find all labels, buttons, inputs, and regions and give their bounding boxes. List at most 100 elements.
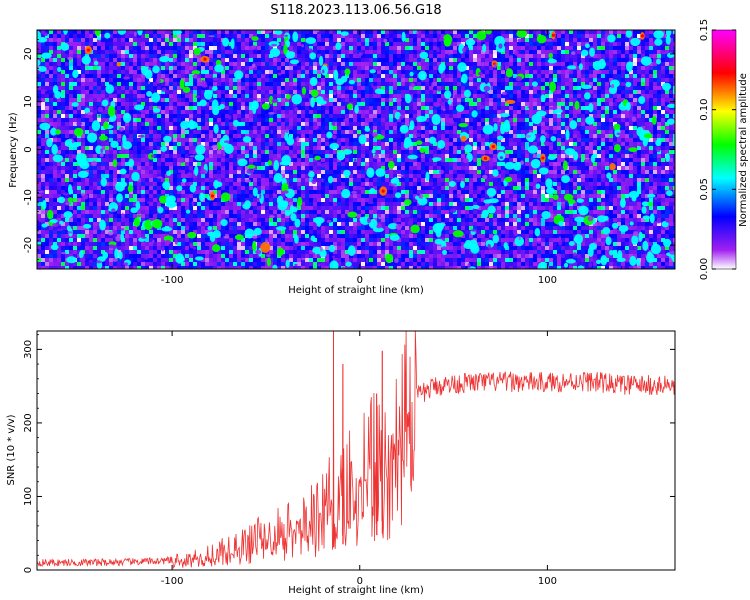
heatmap-cell <box>229 130 233 134</box>
heatmap-cell <box>521 110 525 114</box>
heatmap-cell <box>437 98 441 102</box>
heatmap-cell <box>165 78 169 82</box>
heatmap-cell <box>429 98 433 102</box>
heatmap-cell <box>569 58 573 62</box>
heatmap-cell <box>469 138 473 142</box>
heatmap-cell <box>37 42 41 46</box>
heatmap-cell <box>409 38 413 42</box>
heatmap-cell <box>565 146 569 150</box>
heatmap-cell <box>37 154 41 158</box>
heatmap-cell <box>489 62 493 66</box>
heatmap-cell <box>629 98 633 102</box>
heatmap-cell <box>229 78 233 82</box>
heatmap-cell <box>313 130 317 134</box>
heatmap-cell <box>125 110 129 114</box>
heatmap-cell <box>109 34 113 38</box>
heatmap-cell <box>389 130 393 134</box>
heatmap-cell <box>541 62 545 66</box>
heatmap-cell <box>109 62 113 66</box>
heatmap-cell <box>217 102 221 106</box>
heatmap-cell <box>57 102 61 106</box>
heatmap-cell <box>45 90 49 94</box>
heatmap-cell <box>565 142 569 146</box>
heatmap-cell <box>253 150 257 154</box>
heatmap-cell <box>237 106 241 110</box>
heatmap-cell <box>401 42 405 46</box>
heatmap-cell <box>361 102 365 106</box>
heatmap-cell <box>57 142 61 146</box>
heatmap-cell <box>477 142 481 146</box>
heatmap-cell <box>625 146 629 150</box>
heatmap-cell <box>249 110 253 114</box>
heatmap-cell <box>189 34 193 38</box>
heatmap-cell <box>601 30 605 34</box>
heatmap-cell <box>589 98 593 102</box>
heatmap-cell <box>97 66 101 70</box>
heatmap-cell <box>361 94 365 98</box>
heatmap-cell <box>249 78 253 82</box>
heatmap-cell <box>489 82 493 86</box>
heatmap-cell <box>93 34 97 38</box>
heatmap-cell <box>665 150 669 154</box>
heatmap-cell <box>233 150 237 154</box>
heatmap-cell <box>217 38 221 42</box>
heatmap-cell <box>321 110 325 114</box>
heatmap-cell <box>137 98 141 102</box>
heatmap-cell <box>481 138 485 142</box>
heatmap-cell <box>521 134 525 138</box>
heatmap-cell <box>521 70 525 74</box>
heatmap-cell <box>561 126 565 130</box>
heatmap-cell <box>533 70 537 74</box>
heatmap-cell <box>441 134 445 138</box>
heatmap-cell <box>313 106 317 110</box>
heatmap-cell <box>129 102 133 106</box>
heatmap-cell <box>129 78 133 82</box>
heatmap-cell <box>289 78 293 82</box>
heatmap-cell <box>413 30 417 34</box>
heatmap-cell <box>269 138 273 142</box>
heatmap-cell <box>473 138 477 142</box>
heatmap-cell <box>185 118 189 122</box>
heatmap-cell <box>541 82 545 86</box>
heatmap-cell <box>341 142 345 146</box>
heatmap-cell <box>553 38 557 42</box>
heatmap-cell <box>505 134 509 138</box>
heatmap-cell <box>317 110 321 114</box>
heatmap-cell <box>425 98 429 102</box>
heatmap-cell <box>77 94 81 98</box>
heatmap-cell <box>97 82 101 86</box>
heatmap-cell <box>593 150 597 154</box>
heatmap-cell <box>653 70 657 74</box>
heatmap-cell <box>377 46 381 50</box>
heatmap-cell <box>249 94 253 98</box>
heatmap-cell <box>329 34 333 38</box>
heatmap-cell <box>617 94 621 98</box>
heatmap-cell <box>593 94 597 98</box>
heatmap-cell <box>617 62 621 66</box>
heatmap-cell <box>269 122 273 126</box>
heatmap-cell <box>389 86 393 90</box>
heatmap-cell <box>153 106 157 110</box>
heatmap-cell <box>645 122 649 126</box>
heatmap-cell <box>557 118 561 122</box>
heatmap-cell <box>93 46 97 50</box>
heatmap-cell <box>173 34 177 38</box>
heatmap-cell <box>397 86 401 90</box>
heatmap-cell <box>449 30 453 34</box>
heatmap-cell <box>193 130 197 134</box>
heatmap-cell <box>117 122 121 126</box>
heatmap-cell <box>565 98 569 102</box>
heatmap-cell <box>397 46 401 50</box>
heatmap-cell <box>633 70 637 74</box>
heatmap-cell <box>665 110 669 114</box>
heatmap-cell <box>673 98 675 102</box>
heatmap-cell <box>309 70 313 74</box>
heatmap-cell <box>101 146 105 150</box>
heatmap-cell <box>533 110 537 114</box>
heatmap-cell <box>653 126 657 130</box>
heatmap-cell <box>637 54 641 58</box>
heatmap-cell <box>301 146 305 150</box>
heatmap-cell <box>533 34 537 38</box>
heatmap-cell <box>673 66 675 70</box>
heatmap-cell <box>545 82 549 86</box>
